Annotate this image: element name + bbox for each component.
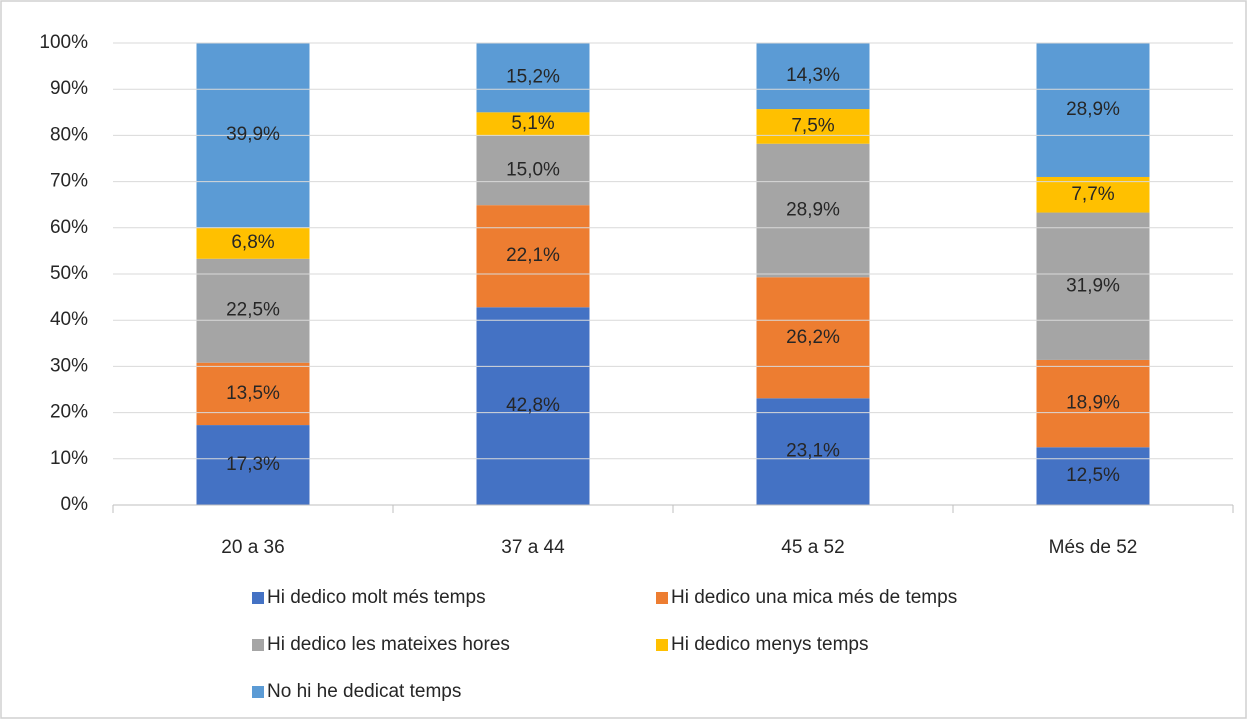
legend-label: Hi dedico una mica més de temps (671, 587, 957, 608)
value-label: 42,8% (506, 395, 560, 416)
value-label: 7,5% (791, 115, 834, 136)
value-label: 22,1% (506, 245, 560, 266)
value-label: 28,9% (786, 199, 840, 220)
legend-swatch (252, 639, 264, 651)
y-tick-label: 20% (50, 402, 88, 423)
value-label: 15,0% (506, 160, 560, 181)
value-label: 31,9% (1066, 275, 1120, 296)
bar-segment (196, 258, 310, 363)
y-tick-label: 90% (50, 78, 88, 99)
y-tick-label: 10% (50, 448, 88, 469)
bar-segment (196, 227, 310, 259)
bar-segment (196, 425, 310, 505)
plot-area (196, 43, 1150, 505)
value-label: 5,1% (511, 113, 554, 134)
bar-segment (1036, 176, 1150, 213)
value-label: 17,3% (226, 454, 280, 475)
value-label: 39,9% (226, 124, 280, 145)
legend-label: No hi he dedicat temps (267, 681, 461, 702)
bar-segment (756, 398, 870, 505)
legend-swatch (656, 592, 668, 604)
y-tick-label: 80% (50, 124, 88, 145)
value-label: 23,1% (786, 441, 840, 462)
value-label: 26,2% (786, 327, 840, 348)
x-tick-label: 20 a 36 (221, 537, 284, 558)
y-tick-label: 0% (61, 494, 89, 515)
x-tick-label: 45 a 52 (781, 537, 844, 558)
value-label: 13,5% (226, 383, 280, 404)
value-label: 18,9% (1066, 393, 1120, 414)
y-tick-label: 100% (39, 32, 88, 53)
bar-segment (196, 362, 310, 426)
value-label: 28,9% (1066, 99, 1120, 120)
bar-segment (1036, 212, 1150, 360)
value-label: 6,8% (231, 232, 274, 253)
y-tick-label: 50% (50, 263, 88, 284)
value-label: 14,3% (786, 65, 840, 86)
y-tick-label: 30% (50, 355, 88, 376)
legend-swatch (252, 592, 264, 604)
bar-segment (1036, 359, 1150, 448)
legend-label: Hi dedico molt més temps (267, 587, 486, 608)
x-tick-label: Més de 52 (1049, 537, 1138, 558)
value-label: 12,5% (1066, 465, 1120, 486)
value-label: 15,2% (506, 67, 560, 88)
bar-segment (756, 277, 870, 399)
bar-segment (476, 112, 590, 136)
bar-segment (476, 135, 590, 206)
bar-segment (1036, 447, 1150, 505)
legend-label: Hi dedico menys temps (671, 634, 868, 655)
y-tick-label: 40% (50, 309, 88, 330)
bar-segment (1036, 43, 1150, 177)
legend-swatch (656, 639, 668, 651)
y-tick-label: 70% (50, 171, 88, 192)
bar-segment (476, 205, 590, 308)
legend-swatch (252, 686, 264, 698)
value-label: 22,5% (226, 300, 280, 321)
bar-segment (756, 109, 870, 144)
bar-segment (756, 143, 870, 278)
x-tick-label: 37 a 44 (501, 537, 565, 558)
legend-label: Hi dedico les mateixes hores (267, 634, 510, 655)
bar-segment (476, 307, 590, 505)
bar-segment (476, 43, 590, 113)
value-label: 7,7% (1071, 184, 1114, 205)
y-tick-label: 60% (50, 217, 88, 238)
bar-segment (756, 43, 870, 110)
